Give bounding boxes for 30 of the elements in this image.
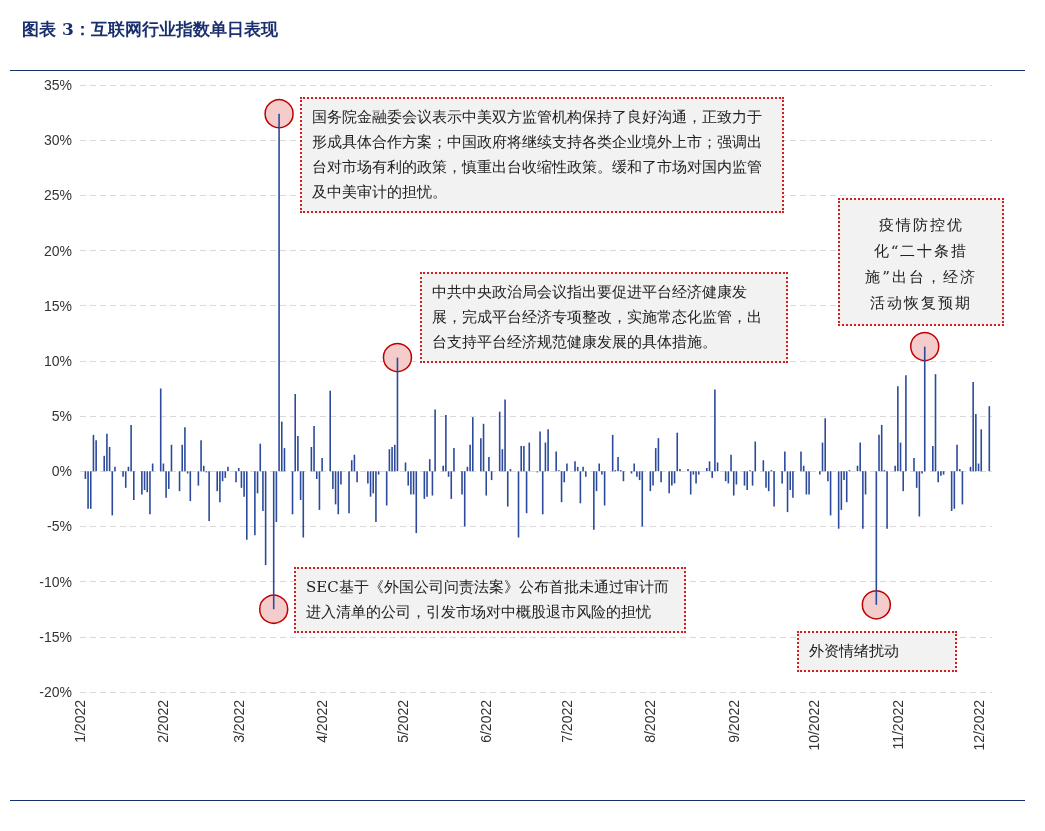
y-tick-label: 5% <box>51 408 72 425</box>
y-tick-label: 20% <box>43 242 72 259</box>
y-tick-label: -10% <box>39 573 72 590</box>
x-tick-label: 10/2022 <box>806 699 823 751</box>
x-tick-label: 2/2022 <box>155 699 172 743</box>
x-tick-label: 3/2022 <box>230 699 247 743</box>
callout-box: 国务院金融委会议表示中美双方监管机构保持了良好沟通，正致力于形成具体合作方案；中国政府将继续支持各类企业境外上市；强调出台对市场有利的政策，慎重出台收缩性政策。缓和了市场对国内监管及中美审计的担忧。 <box>300 97 784 213</box>
y-tick-label: 35% <box>43 77 72 93</box>
y-tick-label: -20% <box>39 684 72 700</box>
x-tick-label: 12/2022 <box>970 699 987 751</box>
x-tick-label: 4/2022 <box>314 699 331 743</box>
x-tick-label: 11/2022 <box>889 699 906 750</box>
callout-box: SEC基于《外国公司问责法案》公布首批未通过审计而进入清单的公司，引发市场对中概股退市风险的担忧 <box>294 567 686 633</box>
x-tick-label: 6/2022 <box>478 699 495 743</box>
y-tick-label: 15% <box>43 297 72 314</box>
y-tick-label: 30% <box>43 132 72 149</box>
x-tick-label: 5/2022 <box>394 699 411 743</box>
x-tick-label: 9/2022 <box>725 699 742 743</box>
x-tick-label: 1/2022 <box>72 699 88 743</box>
x-tick-label: 8/2022 <box>642 699 659 743</box>
x-tick-label: 7/2022 <box>558 699 575 743</box>
y-tick-label: 0% <box>51 463 72 480</box>
y-tick-label: 10% <box>43 352 72 369</box>
y-tick-label: 25% <box>43 187 72 204</box>
y-tick-label: -5% <box>47 518 72 535</box>
y-tick-label: -15% <box>39 628 72 645</box>
chart-title: 图表 3：互联网行业指数单日表现 <box>22 18 278 41</box>
callout-box: 疫情防控优化“二十条措施”出台，经济活动恢复预期 <box>838 198 1004 326</box>
callout-box: 外资情绪扰动 <box>797 631 957 672</box>
callout-box: 中共中央政治局会议指出要促进平台经济健康发展，完成平台经济专项整改，实施常态化监管，出台支持平台经济规范健康发展的具体措施。 <box>420 272 788 363</box>
